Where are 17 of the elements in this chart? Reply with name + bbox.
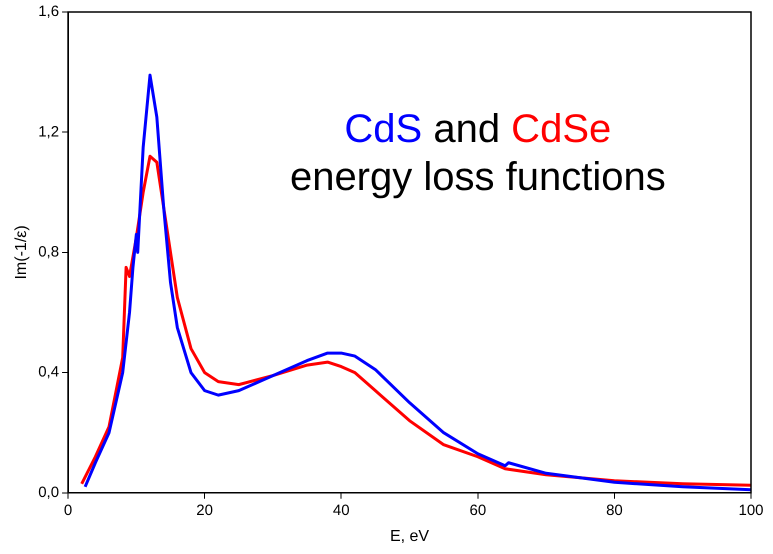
annotation: and [422, 106, 512, 151]
x-tick-label: 60 [469, 502, 486, 519]
y-tick-label: 1,6 [38, 3, 60, 20]
y-tick-label: 1,2 [38, 123, 60, 140]
y-tick-label: 0,4 [38, 364, 60, 381]
annotation: energy loss functions [290, 154, 666, 199]
x-tick-label: 40 [332, 502, 350, 519]
text: CdS [344, 106, 422, 151]
text: CdSe [511, 106, 612, 151]
x-tick-label: 80 [606, 502, 623, 519]
y-axis-title: Im(-1/ε) [13, 225, 30, 280]
x-tick-label: 100 [738, 502, 764, 519]
y-tick-label: 0,0 [38, 484, 60, 501]
x-tick-label: 20 [196, 502, 213, 519]
x-axis-title: E, eV [390, 528, 430, 545]
y-tick-label: 0,8 [38, 244, 60, 261]
x-tick-label: 0 [64, 502, 72, 519]
